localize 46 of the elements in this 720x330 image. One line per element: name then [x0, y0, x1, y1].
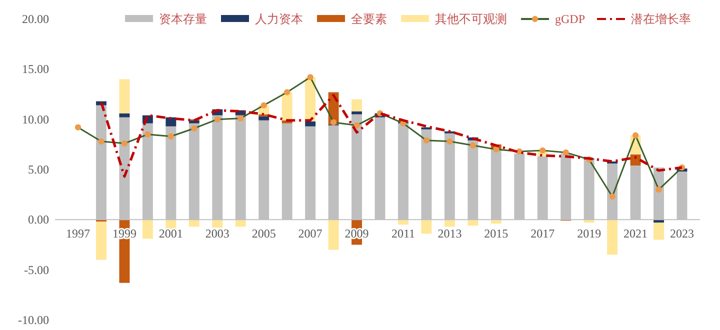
bar — [352, 111, 362, 114]
x-tick-label: 2021 — [624, 226, 648, 241]
bar — [212, 220, 223, 228]
legend-label: 资本存量 — [159, 12, 207, 26]
bar — [398, 220, 408, 225]
legend-label: gGDP — [555, 12, 586, 26]
x-tick-label: 2015 — [484, 226, 508, 241]
bar — [352, 99, 362, 112]
y-tick-label: 15.00 — [22, 62, 49, 76]
bar — [305, 121, 316, 126]
x-tick-label: 2005 — [252, 226, 276, 241]
bar — [235, 220, 246, 227]
x-tick-label: 2013 — [438, 226, 462, 241]
x-tick-label: 2019 — [577, 226, 602, 241]
bar — [166, 117, 176, 126]
bar — [142, 220, 153, 239]
y-tick-label: -10.00 — [18, 313, 49, 327]
x-tick-label: 2023 — [670, 226, 694, 241]
y-tick-label: 0.00 — [28, 212, 49, 227]
bar — [654, 222, 664, 240]
y-tick-label: -5.00 — [24, 262, 49, 277]
y-tick-label: 20.00 — [22, 12, 49, 26]
x-tick-label: 2011 — [391, 226, 416, 241]
bar — [96, 222, 106, 260]
bar — [328, 220, 339, 250]
y-tick-label: 10.00 — [22, 112, 49, 126]
bar — [421, 220, 432, 234]
legend-label: 人力资本 — [255, 12, 303, 26]
bar — [258, 116, 270, 120]
x-tick-label: 1997 — [66, 226, 90, 241]
bar — [468, 220, 478, 226]
legend-label: 全要素 — [351, 12, 387, 26]
x-tick-label: 2001 — [158, 226, 183, 241]
legend-label: 潜在增长率 — [631, 12, 691, 26]
bar — [607, 220, 618, 255]
bar — [119, 79, 130, 114]
bar — [630, 154, 641, 166]
bar — [188, 220, 200, 227]
legend-label: 其他不可观测 — [435, 12, 507, 26]
bar — [119, 113, 130, 118]
bar — [282, 92, 292, 120]
x-tick-label: 2017 — [530, 226, 555, 241]
bar — [444, 220, 455, 227]
x-tick-label: 2007 — [298, 226, 322, 241]
y-tick-label: 5.00 — [28, 162, 49, 176]
x-tick-label: 2003 — [205, 226, 230, 241]
